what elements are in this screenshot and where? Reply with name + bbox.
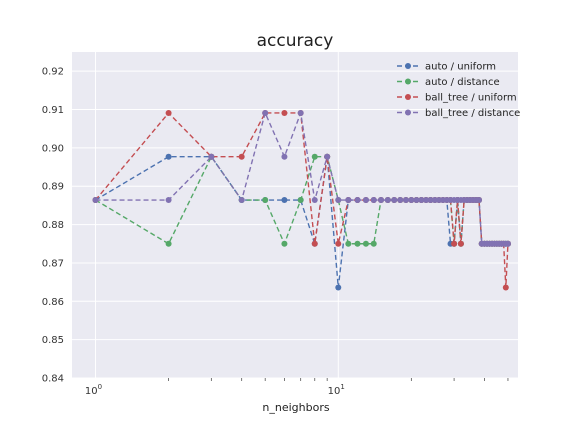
y-tick-label: 0.92 (42, 67, 64, 78)
data-point (311, 240, 318, 247)
data-point (431, 197, 438, 204)
data-point (335, 197, 342, 204)
legend-item: ball_tree / distance (397, 108, 520, 119)
y-tick-label: 0.91 (42, 105, 64, 116)
data-point (370, 197, 377, 204)
data-point (165, 240, 172, 247)
data-point (238, 153, 245, 160)
data-point (297, 109, 304, 116)
data-point (391, 197, 398, 204)
data-point (92, 197, 99, 204)
data-point (165, 109, 172, 116)
data-point (208, 153, 215, 160)
data-point (165, 197, 172, 204)
data-point (504, 240, 511, 247)
legend-label: ball_tree / uniform (425, 93, 517, 104)
data-point (262, 197, 269, 204)
legend-marker (405, 94, 411, 100)
legend-label: ball_tree / distance (425, 108, 520, 119)
x-axis-ticks: 100 101 (85, 378, 509, 397)
data-point (384, 197, 391, 204)
data-point (281, 197, 288, 204)
y-tick-label: 0.89 (42, 182, 64, 193)
data-point (345, 197, 352, 204)
data-point (311, 197, 318, 204)
series-ball-tree-distance (92, 109, 511, 247)
grid-lines (72, 52, 518, 379)
data-point (335, 284, 342, 291)
legend-item: ball_tree / uniform (397, 93, 517, 104)
y-tick-label: 0.85 (42, 335, 64, 346)
data-point (378, 197, 385, 204)
legend-marker (405, 78, 411, 85)
data-point (354, 240, 361, 247)
data-point (370, 240, 377, 247)
data-point (238, 197, 245, 204)
legend: auto / uniform auto / distance ball_tree /… (397, 62, 520, 119)
data-point (408, 197, 415, 204)
legend-item: auto / uniform (397, 62, 496, 73)
data-point (354, 197, 361, 204)
legend-marker (405, 109, 411, 116)
data-point (262, 109, 269, 116)
legend-marker (405, 63, 411, 69)
legend-item: auto / distance (397, 77, 500, 88)
data-point (423, 197, 430, 204)
x-tick-label: 100 (85, 383, 102, 397)
x-axis-label: n_neighbors (262, 401, 329, 414)
y-tick-label: 0.90 (42, 143, 64, 154)
series-layer (92, 109, 511, 291)
data-point (345, 240, 352, 247)
data-point (451, 240, 458, 247)
data-point (413, 197, 420, 204)
data-point (502, 284, 509, 291)
data-point (427, 197, 434, 204)
legend-label: auto / distance (425, 77, 500, 88)
y-tick-label: 0.86 (42, 297, 64, 308)
data-point (418, 197, 425, 204)
data-point (362, 240, 369, 247)
chart-title: accuracy (257, 31, 334, 51)
data-point (324, 153, 331, 160)
data-point (402, 197, 409, 204)
data-point (311, 153, 318, 160)
legend-label: auto / uniform (425, 62, 496, 73)
y-tick-label: 0.84 (42, 374, 64, 385)
data-point (457, 240, 464, 247)
data-point (165, 153, 172, 160)
data-point (297, 197, 304, 204)
data-point (397, 197, 404, 204)
y-axis-ticks: 0.84 0.85 0.86 0.87 0.88 0.89 0.90 0.91 0.92 (42, 67, 64, 385)
data-point (362, 197, 369, 204)
data-point (335, 240, 342, 247)
y-tick-label: 0.88 (42, 220, 64, 231)
data-point (281, 153, 288, 160)
x-tick-label: 101 (328, 383, 345, 397)
y-tick-label: 0.87 (42, 258, 64, 269)
data-point (281, 240, 288, 247)
data-point (476, 197, 483, 204)
data-point (281, 109, 288, 116)
